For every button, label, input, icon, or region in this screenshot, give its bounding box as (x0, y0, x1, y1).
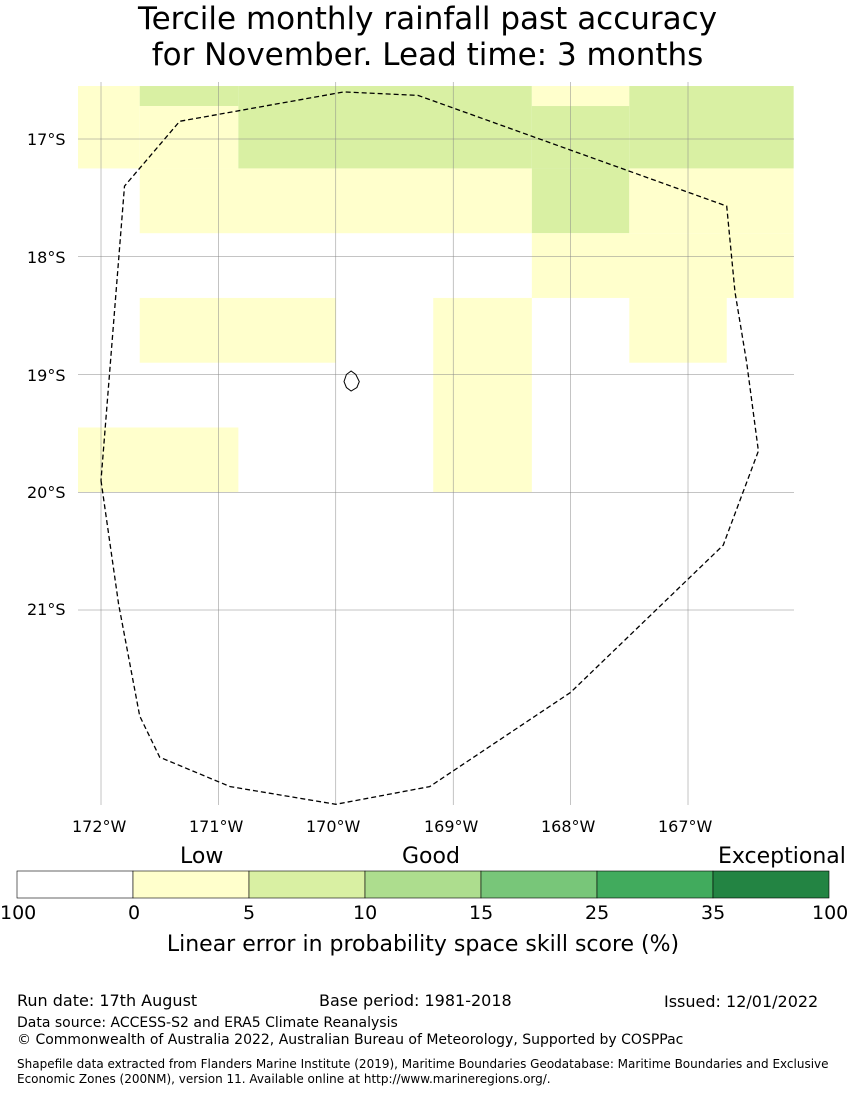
chart-title-line2: for November. Lead time: 3 months (151, 37, 704, 73)
lon-label-171w: 171°W (189, 817, 244, 836)
category-good: Good (402, 844, 460, 869)
niue-island-outline (343, 370, 360, 392)
lat-label-21s: 21°S (27, 600, 66, 619)
cb-tick-3: 10 (353, 902, 378, 924)
skill-cell-12 (433, 297, 532, 493)
eez-boundary (100, 91, 760, 805)
colorbar-segment-3 (364, 870, 482, 899)
lat-label-20s: 20°S (27, 483, 66, 502)
lon-label-170w: 170°W (306, 817, 361, 836)
colorbar-label: Linear error in probability space skill … (166, 932, 680, 957)
colorbar-segment-2 (248, 870, 366, 899)
skill-cell-2 (139, 106, 239, 169)
skill-cells (78, 86, 794, 493)
shapefile-credit-line1: Shapefile data extracted from Flanders M… (17, 1057, 829, 1071)
map-plot (78, 82, 794, 805)
data-source: Data source: ACCESS-S2 and ERA5 Climate … (17, 1015, 398, 1031)
skill-cell-3 (238, 86, 532, 169)
skill-cell-4 (531, 86, 630, 107)
cb-tick-5: 25 (585, 902, 610, 924)
cb-tick-6: 35 (701, 902, 726, 924)
skill-cell-6 (629, 86, 794, 169)
lon-label-172w: 172°W (72, 817, 127, 836)
lat-label-17s: 17°S (27, 130, 66, 149)
issued-date: Issued: 12/01/2022 (664, 992, 819, 1011)
category-exceptional: Exceptional (718, 844, 846, 869)
colorbar-segment-6 (712, 870, 830, 899)
chart-title-line1: Tercile monthly rainfall past accuracy (137, 1, 718, 37)
run-date: Run date: 17th August (17, 991, 198, 1010)
copyright: © Commonwealth of Australia 2022, Austra… (17, 1032, 684, 1048)
lon-label-168w: 168°W (541, 817, 596, 836)
skill-cell-1 (139, 86, 239, 107)
skill-cell-8 (531, 168, 630, 234)
skill-cell-5 (531, 106, 630, 169)
lat-label-18s: 18°S (27, 248, 66, 267)
colorbar (16, 870, 830, 899)
skill-cell-13 (629, 297, 727, 363)
colorbar-segment-5 (596, 870, 714, 899)
colorbar-segment-1 (132, 870, 250, 899)
cb-tick-4: 15 (469, 902, 494, 924)
cb-tick-0: 100 (0, 902, 37, 924)
skill-cell-10 (531, 233, 794, 298)
colorbar-segment-0 (16, 870, 134, 899)
colorbar-segment-4 (480, 870, 598, 899)
base-period: Base period: 1981-2018 (319, 991, 512, 1010)
skill-cell-11 (139, 297, 336, 363)
lon-label-167w: 167°W (658, 817, 713, 836)
skill-cell-0 (78, 86, 140, 169)
cb-tick-1: 0 (128, 902, 141, 924)
category-low: Low (180, 844, 224, 869)
lon-label-169w: 169°W (424, 817, 479, 836)
cb-tick-2: 5 (243, 902, 256, 924)
shapefile-credit-line2: Economic Zones (200NM), version 11. Avai… (17, 1072, 551, 1086)
lat-label-19s: 19°S (27, 366, 66, 385)
skill-cell-14 (78, 427, 239, 493)
graticule (78, 82, 794, 805)
cb-tick-7: 100 (812, 902, 849, 924)
